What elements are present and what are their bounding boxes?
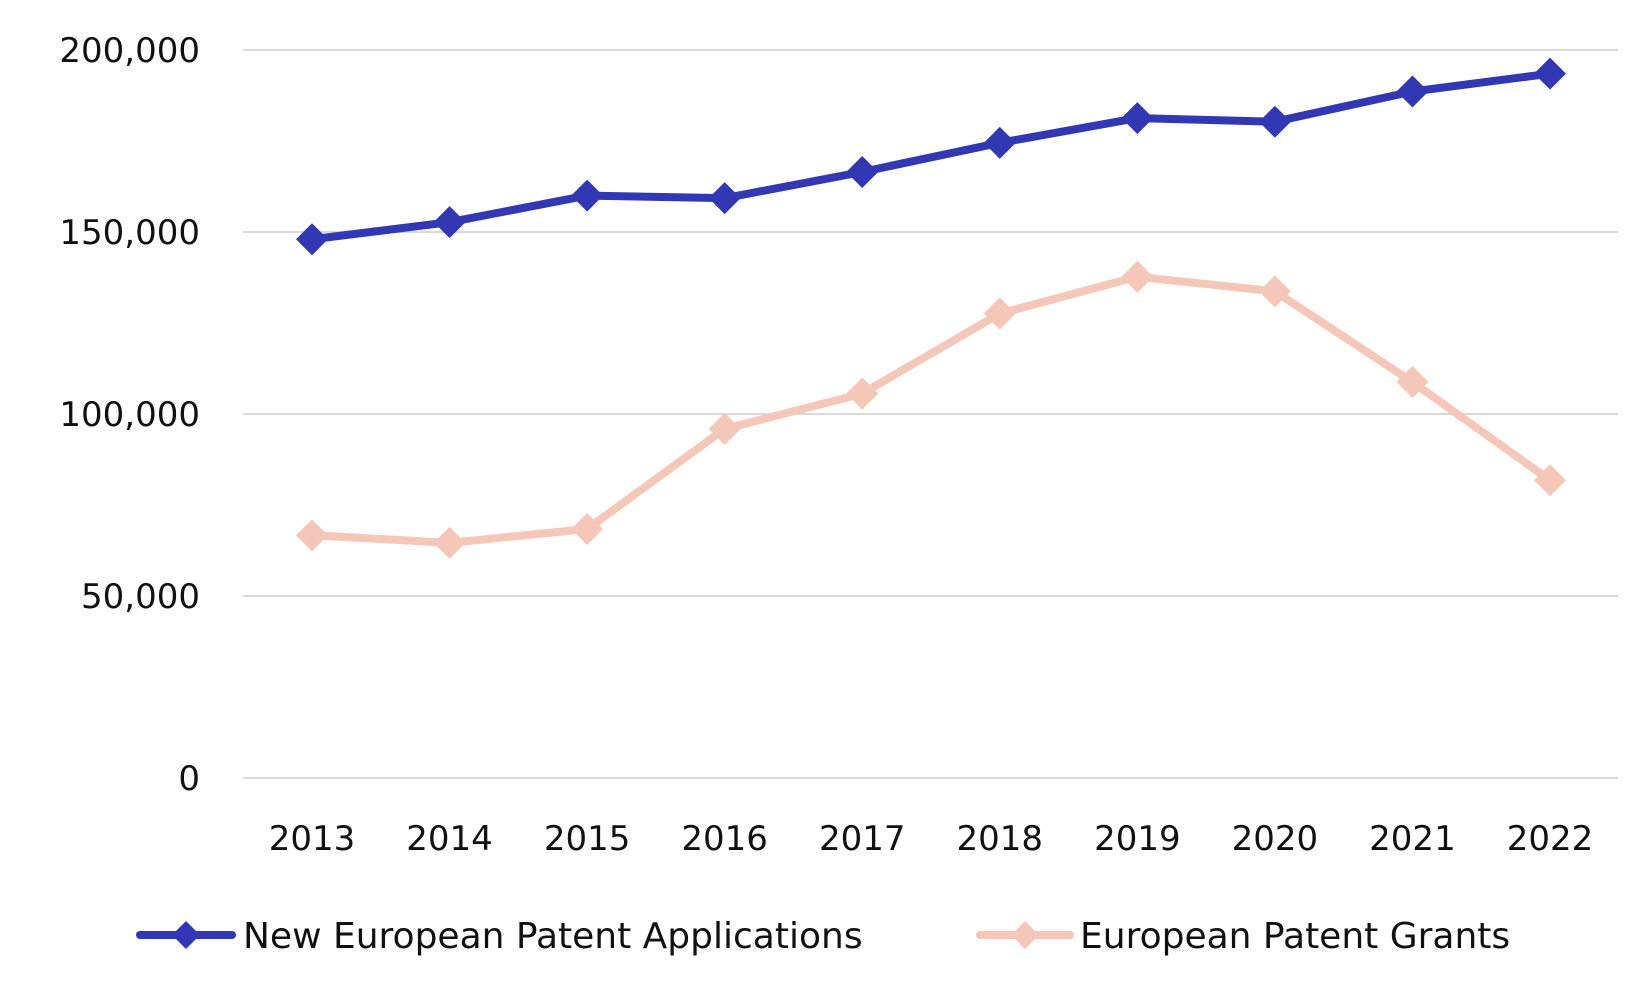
x-tick-label: 2019 (1094, 819, 1181, 859)
data-point (1534, 57, 1566, 90)
legend-swatch-marker (172, 921, 200, 949)
data-point (296, 519, 328, 552)
legend-label: New European Patent Applications (243, 916, 863, 957)
series-new-european-patent-applications (296, 57, 1566, 256)
data-point (571, 513, 604, 546)
y-tick-label: 200,000 (59, 31, 200, 71)
x-tick-label: 2018 (957, 819, 1044, 859)
gridlines (243, 49, 1618, 779)
x-tick-label: 2013 (269, 819, 356, 859)
data-point (708, 412, 741, 445)
data-point (1396, 75, 1429, 108)
x-tick-label: 2022 (1507, 819, 1594, 859)
data-point (983, 297, 1016, 330)
data-point (1121, 102, 1154, 135)
data-point (846, 155, 879, 188)
data-point (296, 223, 328, 256)
legend-item-european-patent-grants: European Patent Grants (976, 916, 1510, 957)
data-point (1258, 275, 1291, 308)
legend-label: European Patent Grants (1080, 916, 1510, 957)
y-tick-label: 50,000 (81, 577, 200, 617)
x-tick-label: 2016 (681, 819, 768, 859)
data-point (1121, 260, 1154, 293)
data-point (1258, 105, 1291, 138)
legend-item-new-european-patent-applications: New European Patent Applications (136, 916, 863, 957)
data-point (433, 206, 466, 239)
data-point (433, 526, 466, 559)
series-layer (296, 57, 1566, 559)
y-tick-label: 100,000 (59, 395, 200, 435)
legend: New European Patent Applications European… (136, 916, 1510, 957)
series-european-patent-grants (296, 260, 1566, 559)
data-point (983, 126, 1016, 159)
y-tick-label: 150,000 (59, 213, 200, 253)
x-tick-label: 2017 (819, 819, 906, 859)
y-tick-label: 0 (178, 759, 200, 799)
x-axis-ticks: 2013 2014 2015 2016 2017 2018 2019 2020 2021 2022 (269, 819, 1594, 859)
x-tick-label: 2020 (1232, 819, 1319, 859)
x-tick-label: 2014 (406, 819, 493, 859)
x-tick-label: 2021 (1369, 819, 1456, 859)
data-point (571, 179, 604, 212)
legend-swatch-marker (1011, 921, 1039, 949)
data-point (1534, 464, 1566, 497)
data-point (846, 377, 879, 410)
series-line (311, 272, 1553, 547)
x-tick-label: 2015 (544, 819, 631, 859)
y-axis-ticks: 0 50,000 100,000 150,000 200,000 (59, 31, 200, 799)
data-point (1396, 365, 1429, 398)
series-line (311, 69, 1551, 244)
data-point (708, 182, 741, 215)
